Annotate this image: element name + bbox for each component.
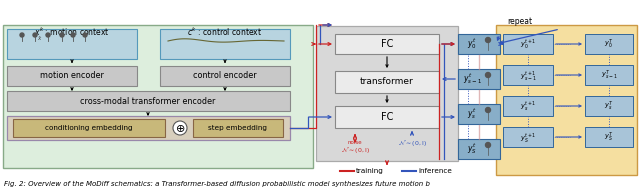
Text: $y_S^t$: $y_S^t$ [467,141,477,157]
Text: $\mathcal{N} \sim (0, \mathrm{I})$: $\mathcal{N} \sim (0, \mathrm{I})$ [397,138,426,148]
Circle shape [486,142,490,147]
Text: FC: FC [381,39,393,49]
Text: transformer: transformer [360,78,414,86]
Text: $\mathcal{N} \sim (0, \mathrm{I})$: $\mathcal{N} \sim (0, \mathrm{I})$ [340,145,369,155]
Text: $y_0^{t+1}$: $y_0^{t+1}$ [520,37,536,51]
Circle shape [83,33,87,37]
Bar [585,65,633,85]
Bar [458,104,500,124]
Bar [503,34,553,54]
Circle shape [486,108,490,113]
Circle shape [46,33,50,37]
Bar [7,91,290,111]
Circle shape [33,33,37,37]
Bar [458,139,500,159]
Bar [503,127,553,147]
Text: $\hat{x}$: $\hat{x}$ [37,35,43,43]
Bar [335,34,439,54]
Bar [3,25,313,168]
Circle shape [486,73,490,78]
Text: $y_{s-1}^t$: $y_{s-1}^t$ [463,72,481,86]
Bar [335,106,439,128]
Bar [13,119,165,137]
Circle shape [173,121,187,135]
Bar [160,29,290,59]
Text: $y_s^{t+1}$: $y_s^{t+1}$ [520,100,536,113]
Text: $y_0^t$: $y_0^t$ [467,36,477,52]
Text: $y_{s-1}^{t+1}$: $y_{s-1}^{t+1}$ [520,69,536,81]
Circle shape [60,33,64,37]
Text: training: training [356,168,384,174]
Text: Fig. 2: Overview of the MoDiff schematics: a Transformer-based diffusion probabi: Fig. 2: Overview of the MoDiff schematic… [4,181,430,187]
Bar [7,116,290,140]
Text: $y_s^{T}$: $y_s^{T}$ [604,99,614,113]
Text: step embedding: step embedding [209,125,268,131]
Bar [335,71,439,93]
Bar [160,66,290,86]
Text: motion encoder: motion encoder [40,71,104,80]
Bar [503,65,553,85]
Text: cross-modal transformer encoder: cross-modal transformer encoder [80,96,216,106]
Bar [585,34,633,54]
Text: FC: FC [381,112,393,122]
Bar [193,119,283,137]
Text: inference: inference [418,168,452,174]
Text: $y_S^{T}$: $y_S^{T}$ [604,130,614,144]
Bar [496,25,637,175]
Circle shape [20,33,24,37]
Bar [316,26,458,161]
Text: conditioning embedding: conditioning embedding [45,125,133,131]
Text: $y_s^t$: $y_s^t$ [467,107,477,121]
Bar [503,96,553,116]
Text: $x^k$ : motion context: $x^k$ : motion context [34,26,110,38]
Circle shape [71,33,75,37]
Text: control encoder: control encoder [193,71,257,80]
Text: $y_0^{T}$: $y_0^{T}$ [604,37,614,51]
Text: $\oplus$: $\oplus$ [175,123,185,134]
Bar [7,29,137,59]
Text: $c^k$ : control context: $c^k$ : control context [188,26,262,38]
Circle shape [486,37,490,42]
Bar [7,66,137,86]
Bar [458,69,500,89]
Bar [585,127,633,147]
Text: $y_S^{t+1}$: $y_S^{t+1}$ [520,130,536,144]
Bar [585,96,633,116]
Text: noise: noise [348,141,362,146]
Text: repeat: repeat [508,16,532,25]
Bar [458,34,500,54]
Text: $y_{s-1}^{T}$: $y_{s-1}^{T}$ [600,68,618,82]
